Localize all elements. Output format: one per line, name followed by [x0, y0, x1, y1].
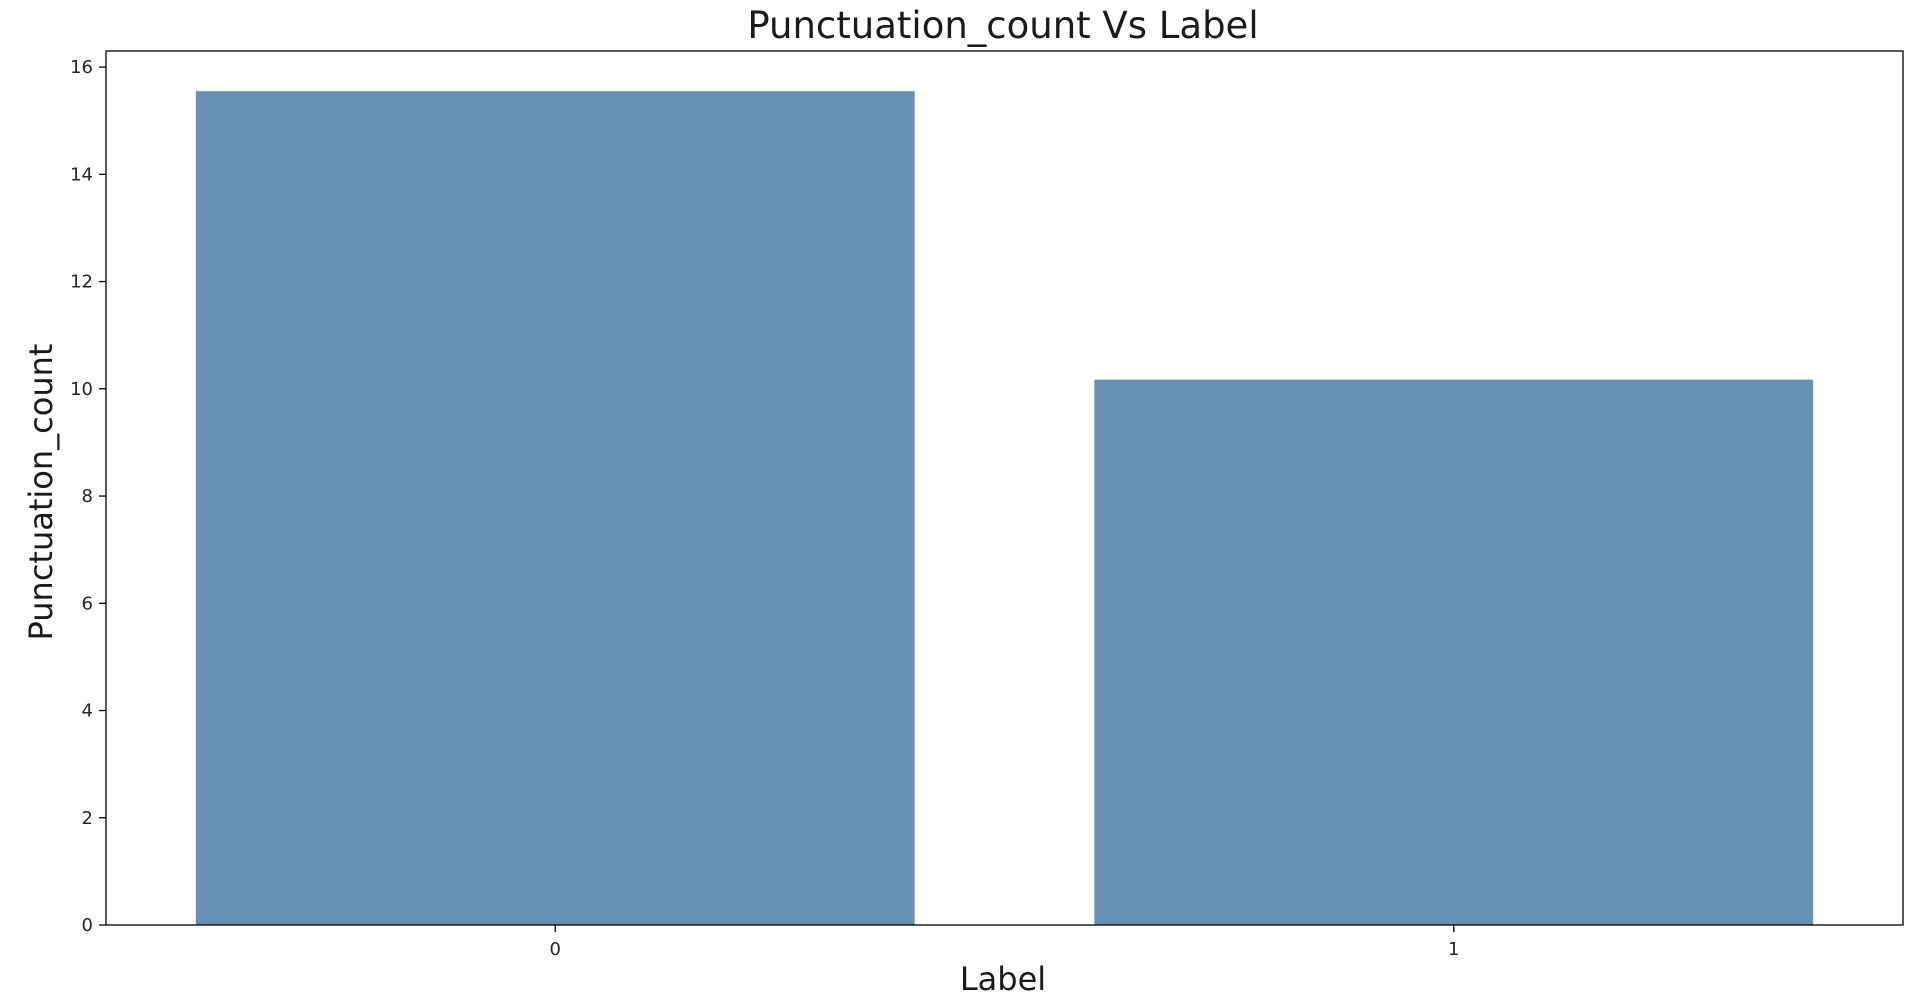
y-tick-label-12: 12 [70, 272, 93, 293]
x-tick-label-0: 0 [550, 939, 561, 960]
y-tick-label-0: 0 [82, 915, 93, 936]
y-tick-label-6: 6 [82, 593, 93, 614]
y-tick-label-16: 16 [70, 57, 93, 78]
y-tick-label-14: 14 [70, 164, 93, 185]
bar-1 [1094, 379, 1814, 925]
y-axis-label: Punctuation_count [22, 344, 60, 641]
bar-0 [195, 91, 915, 925]
plot-frame [105, 50, 1904, 926]
y-tick-label-2: 2 [82, 808, 93, 829]
chart-title: Punctuation_count Vs Label [747, 4, 1258, 47]
x-axis-label: Label [960, 960, 1046, 998]
x-tick-label-1: 1 [1448, 939, 1459, 960]
y-tick-label-4: 4 [82, 701, 93, 722]
y-tick-label-10: 10 [70, 379, 93, 400]
y-tick-label-8: 8 [82, 486, 93, 507]
